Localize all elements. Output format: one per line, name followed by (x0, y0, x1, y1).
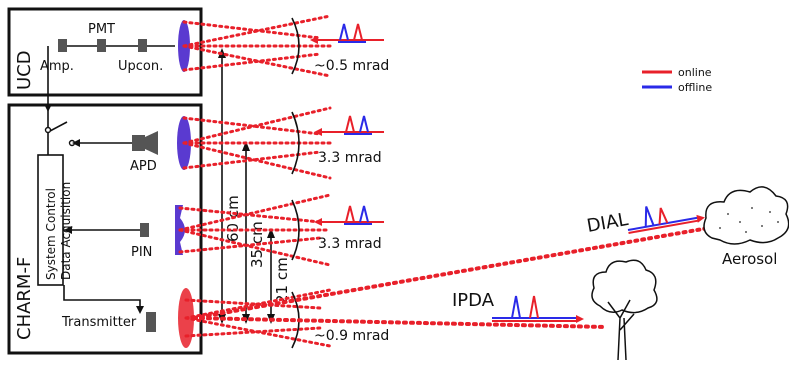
dial-label: DIAL (585, 209, 630, 237)
pulse-pair-apd (314, 115, 384, 136)
pulse-pair-pin (314, 205, 384, 226)
pulse-pair-ipda (492, 295, 584, 323)
system-control-box (37, 154, 64, 286)
apd-arrow-icon (72, 139, 80, 147)
legend: online offline (642, 66, 712, 94)
transmitter-wire (63, 285, 141, 312)
tree-icon (591, 259, 658, 361)
ipda-label: IPDA (452, 290, 495, 311)
pin-fov-beams (178, 193, 332, 267)
ucd-box (7, 7, 203, 97)
upcon-label: Upcon. (118, 59, 163, 74)
pmt-block (97, 39, 106, 52)
system-control-label: System Control (44, 188, 58, 280)
switch-lever (49, 121, 68, 132)
fov-pin-label: 3.3 mrad (318, 236, 382, 252)
fov-apd-label: 3.3 mrad (318, 150, 382, 166)
aerosol-cloud-icon (703, 186, 789, 245)
apd-label: APD (130, 159, 157, 174)
legend-offline-label: offline (678, 81, 712, 94)
apd-fov-beams (182, 106, 332, 180)
switch-node-icon (44, 126, 52, 134)
transmitter-label: Transmitter (61, 315, 137, 330)
transmitter-arrow-icon (136, 306, 144, 314)
fov-ucd-label: ~0.5 mrad (314, 58, 389, 74)
pulse-pair-ucd (310, 23, 384, 44)
apd-block (132, 135, 145, 151)
dimension-60cm (218, 48, 226, 324)
dist-21-label: 21 cm (273, 257, 291, 304)
transmitter-block (146, 312, 156, 332)
ucd-fov-beams (182, 14, 332, 78)
pmt-label: PMT (88, 22, 115, 37)
upcon-block (138, 39, 147, 52)
pulse-pair-dial (627, 206, 705, 234)
legend-online-label: online (678, 66, 712, 79)
charm-f-label: CHARM-F (14, 257, 35, 340)
apd-cone-icon (145, 131, 158, 155)
pin-label: PIN (131, 245, 152, 260)
aerosol-label: Aerosol (722, 250, 777, 268)
transmitter-beams (184, 224, 722, 349)
amp-block (58, 39, 67, 52)
fov-transmitter-label: ~0.9 mrad (314, 328, 389, 344)
pin-block (140, 223, 149, 237)
ucd-label: UCD (14, 50, 35, 90)
amp-label: Amp. (40, 59, 74, 74)
pin-arrow-icon (64, 226, 72, 234)
